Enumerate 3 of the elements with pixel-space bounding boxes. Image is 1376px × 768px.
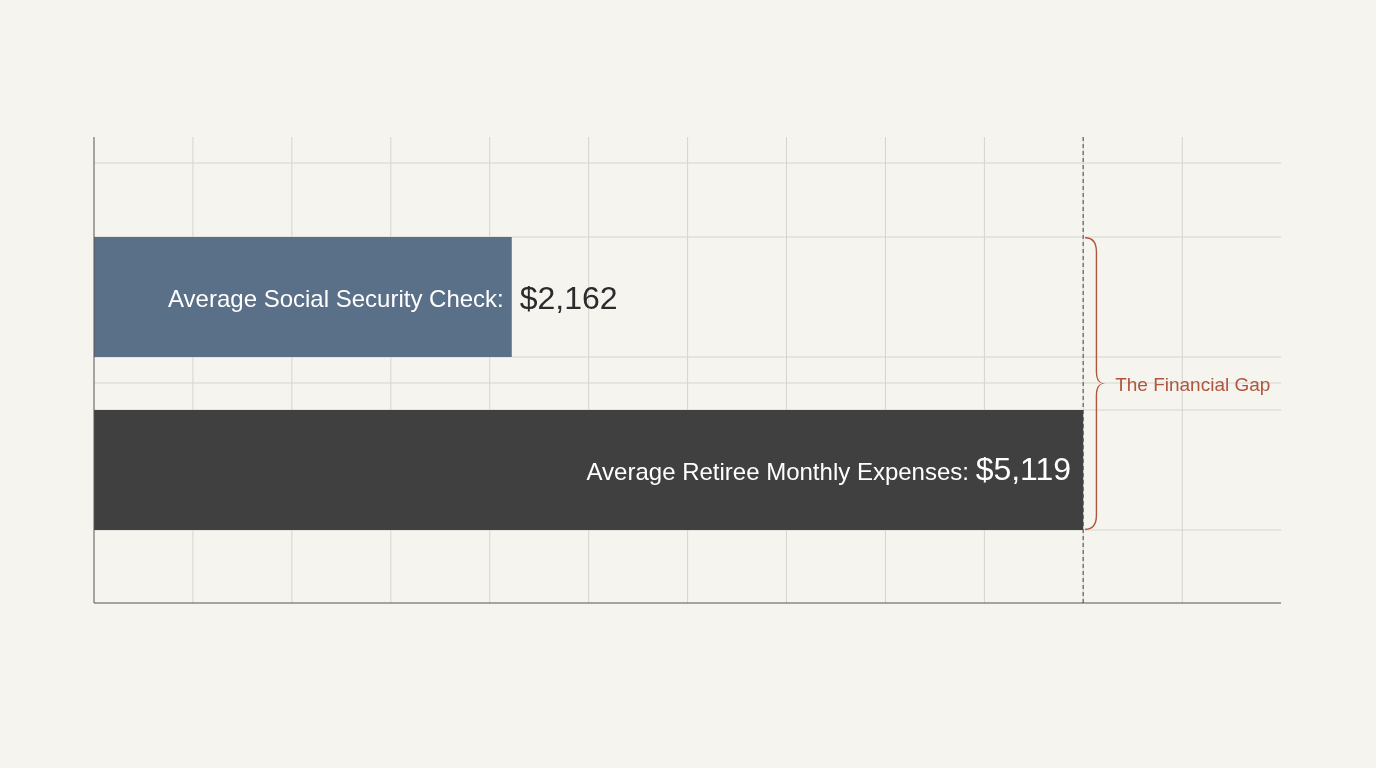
annotation: The Financial Gap: [1115, 373, 1271, 395]
data-label: Average Retiree Monthly Expenses: $5,119: [586, 451, 1072, 487]
data-label: Average Social Security Check: $2,162: [168, 280, 618, 316]
